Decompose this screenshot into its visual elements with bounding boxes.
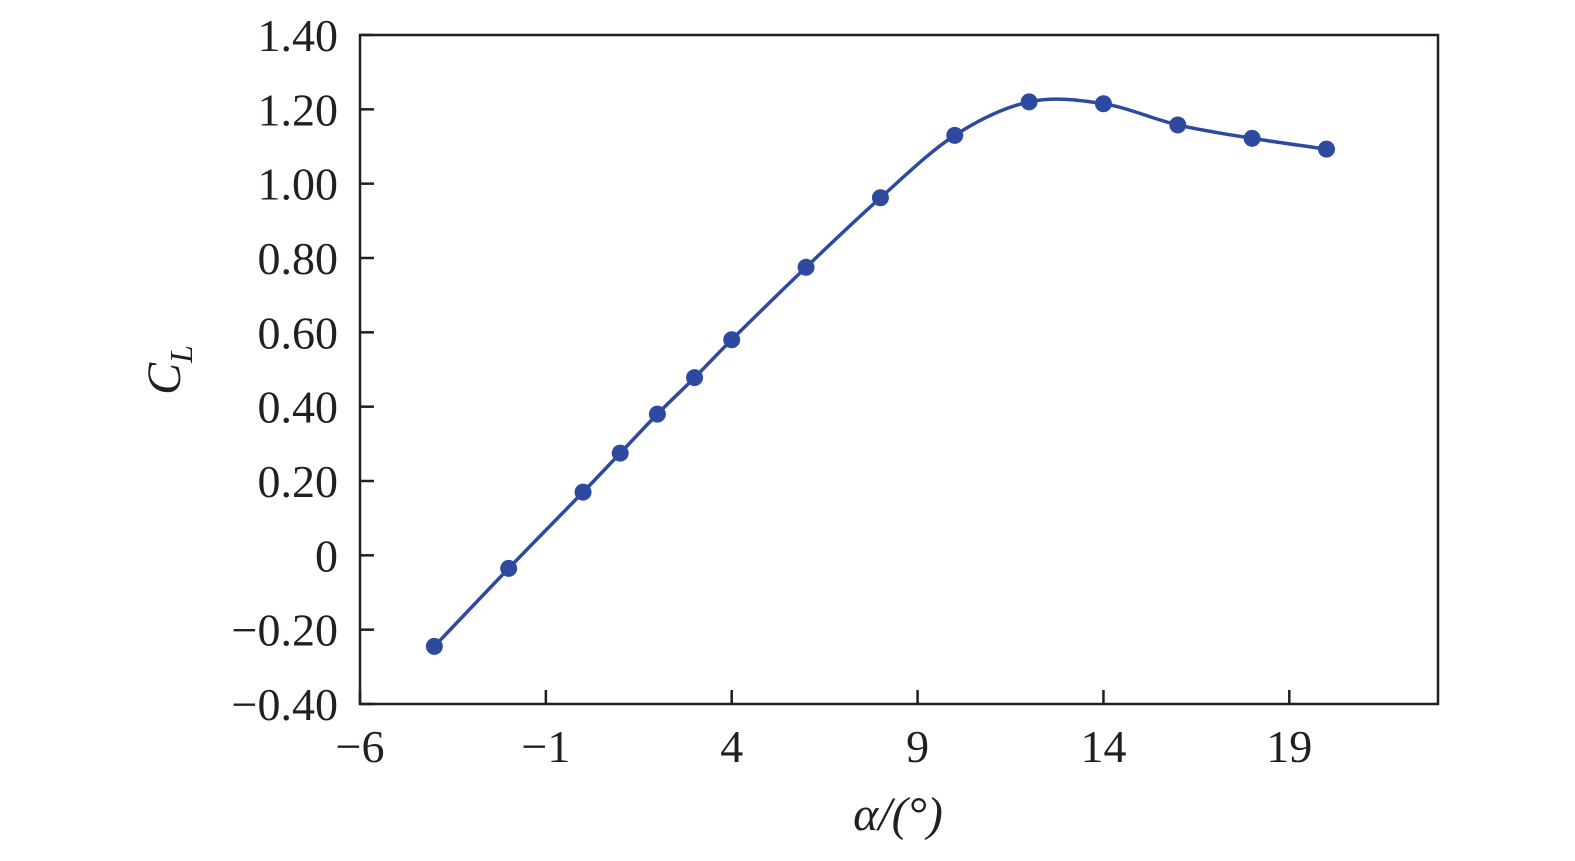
data-point: [500, 559, 518, 577]
x-tick-label: 9: [906, 721, 929, 772]
y-tick-label: 0.40: [258, 382, 339, 433]
data-point: [425, 637, 443, 655]
y-tick-label: −0.20: [232, 605, 338, 656]
data-point: [946, 126, 964, 144]
series-layer: [425, 93, 1335, 655]
data-point: [1243, 129, 1261, 147]
data-point: [797, 258, 815, 276]
data-point: [1020, 93, 1038, 111]
y-tick-label: 1.20: [258, 84, 339, 135]
data-point: [611, 444, 629, 462]
y-axis-title: C: [138, 362, 191, 395]
data-point: [648, 405, 666, 423]
x-tick-label: 4: [720, 721, 743, 772]
data-point: [1169, 116, 1187, 134]
data-point: [723, 331, 741, 349]
x-tick-label: 19: [1266, 721, 1312, 772]
y-tick-label: 0.80: [258, 233, 339, 284]
x-axis-title: α/(°): [853, 788, 943, 841]
data-point: [686, 369, 704, 387]
x-axis: −6 −1 4 9 14 19: [336, 690, 1312, 772]
data-point: [1317, 140, 1335, 158]
y-tick-label: 0.20: [258, 456, 339, 507]
data-point: [1094, 95, 1112, 113]
plot-frame: [358, 33, 1440, 706]
x-tick-label: −1: [521, 721, 570, 772]
series-line: [433, 97, 1327, 648]
y-tick-label: 0.60: [258, 307, 339, 358]
y-tick-label: 1.00: [258, 159, 339, 210]
y-axis-title-group: CL: [138, 345, 199, 395]
svg-text:CL: CL: [138, 345, 199, 395]
data-point: [871, 189, 889, 207]
y-axis-title-subscript: L: [163, 345, 199, 364]
y-tick-label: 0: [315, 530, 338, 581]
y-axis: 1.40 1.20 1.00 0.80 0.60 0.40 0.20 0 −0.20 −0.40: [232, 10, 374, 730]
y-tick-label: −0.40: [232, 679, 338, 730]
data-point: [574, 483, 592, 501]
y-tick-label: 1.40: [258, 10, 339, 61]
x-tick-label: 14: [1080, 721, 1126, 772]
x-tick-label: −6: [336, 721, 385, 772]
